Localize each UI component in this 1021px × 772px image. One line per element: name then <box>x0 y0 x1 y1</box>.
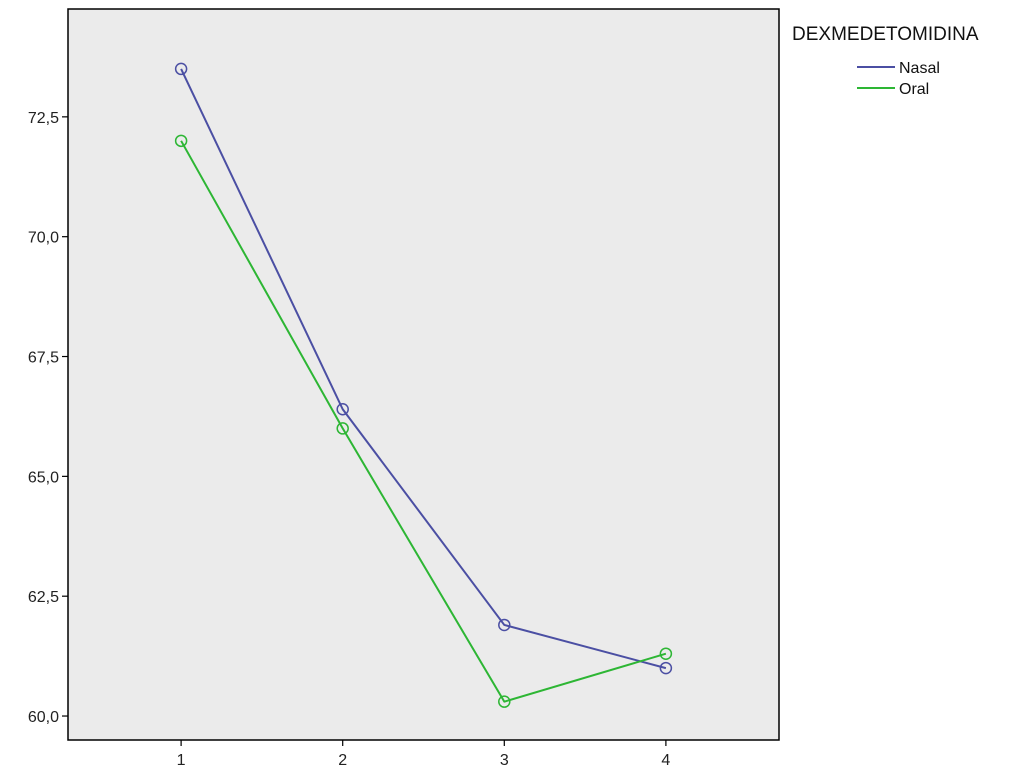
y-tick-label: 65,0 <box>28 469 59 486</box>
legend-label-oral: Oral <box>899 81 929 98</box>
series-line <box>180 68 667 670</box>
series-oral <box>174 134 673 708</box>
series-line <box>180 140 667 703</box>
y-tick-label: 67,5 <box>28 350 59 367</box>
data-point <box>498 695 511 708</box>
x-tick-label: 3 <box>500 752 509 769</box>
y-axis: 60,0 62,5 65,0 67,5 70,0 72,5 <box>28 110 68 726</box>
y-tick-label: 70,0 <box>28 230 59 247</box>
series-nasal <box>174 62 673 675</box>
x-axis: 1 2 3 4 <box>177 740 670 769</box>
data-point <box>174 134 188 148</box>
y-tick-label: 60,0 <box>28 709 59 726</box>
plot-area <box>67 8 780 741</box>
x-tick-label: 4 <box>661 752 670 769</box>
y-tick-label: 62,5 <box>28 589 59 606</box>
legend: DEXMEDETOMIDINA Nasal Oral <box>792 24 979 98</box>
y-tick-label: 72,5 <box>28 110 59 127</box>
legend-title: DEXMEDETOMIDINA <box>792 24 979 45</box>
data-point <box>659 647 673 660</box>
data-point <box>336 403 349 416</box>
data-point <box>336 422 349 435</box>
data-point <box>174 62 188 76</box>
data-point <box>498 618 511 632</box>
x-tick-label: 2 <box>338 752 347 769</box>
series-layer <box>174 62 673 708</box>
legend-label-nasal: Nasal <box>899 60 940 77</box>
data-point <box>659 661 673 675</box>
x-tick-label: 1 <box>177 752 186 769</box>
